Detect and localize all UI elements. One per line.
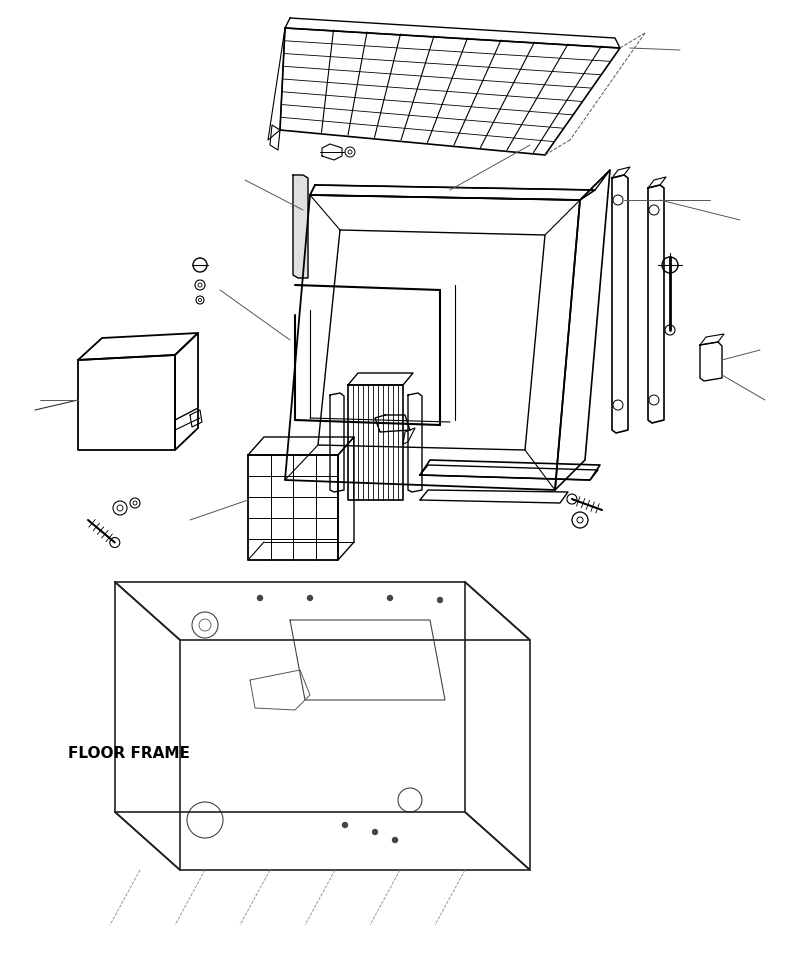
Polygon shape — [348, 385, 403, 500]
Circle shape — [342, 823, 348, 827]
Text: FLOOR FRAME: FLOOR FRAME — [68, 746, 190, 760]
Polygon shape — [78, 333, 198, 360]
Polygon shape — [248, 455, 338, 560]
Polygon shape — [310, 185, 595, 200]
Polygon shape — [648, 177, 666, 188]
Circle shape — [387, 596, 393, 601]
Polygon shape — [648, 185, 664, 423]
Polygon shape — [310, 170, 610, 200]
Polygon shape — [175, 333, 198, 450]
Polygon shape — [330, 393, 344, 492]
Polygon shape — [293, 175, 308, 278]
Polygon shape — [700, 334, 724, 345]
Polygon shape — [338, 437, 354, 560]
Polygon shape — [555, 170, 610, 490]
Polygon shape — [612, 175, 628, 433]
Polygon shape — [348, 373, 413, 385]
Circle shape — [372, 829, 378, 834]
Circle shape — [257, 596, 262, 601]
Polygon shape — [285, 195, 580, 490]
Circle shape — [307, 596, 313, 601]
Polygon shape — [700, 342, 722, 381]
Polygon shape — [612, 167, 630, 178]
Polygon shape — [248, 437, 354, 455]
Circle shape — [393, 837, 398, 843]
Polygon shape — [420, 490, 568, 503]
Circle shape — [437, 598, 443, 603]
Polygon shape — [420, 460, 600, 480]
Polygon shape — [408, 393, 422, 492]
Polygon shape — [78, 355, 175, 450]
Polygon shape — [420, 465, 598, 480]
